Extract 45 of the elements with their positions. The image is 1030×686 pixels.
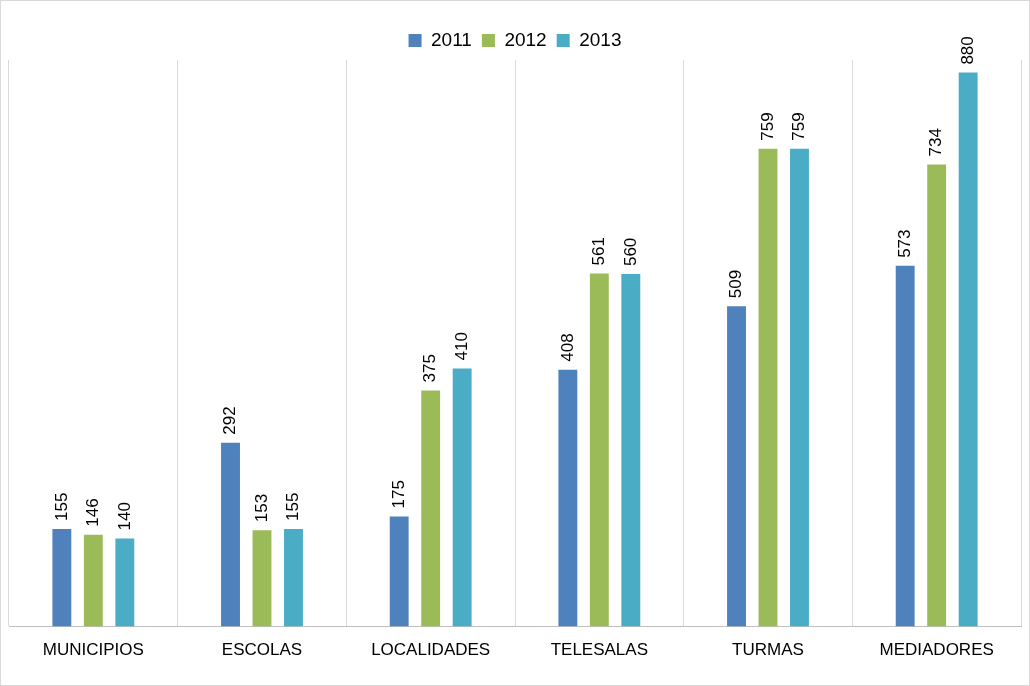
bar [421, 390, 441, 627]
bar [52, 529, 72, 627]
bar [389, 516, 409, 627]
bar [115, 538, 135, 627]
bar [452, 368, 472, 627]
data-label: 560 [620, 237, 640, 267]
bar [284, 529, 303, 627]
bar [727, 306, 746, 627]
data-label: 408 [557, 333, 577, 362]
bar [758, 148, 778, 627]
data-label: 759 [789, 112, 809, 141]
bar [252, 530, 272, 627]
bar [558, 369, 578, 627]
x-tick-label: TELESALAS [550, 640, 648, 660]
data-label: 561 [589, 237, 609, 266]
legend-label: 2012 [504, 28, 547, 50]
data-label: 140 [114, 502, 134, 531]
data-label: 573 [894, 229, 914, 258]
legend-label: 2013 [579, 28, 622, 50]
bar [621, 274, 641, 627]
x-tick-label: ESCOLAS [221, 640, 303, 660]
x-tick-label: MEDIADORES [879, 640, 994, 660]
bar [958, 72, 978, 627]
bar [83, 534, 103, 627]
legend-label: 2011 [431, 28, 472, 50]
x-tick-label: LOCALIDADES [371, 640, 491, 660]
data-label: 175 [388, 480, 408, 509]
bar [927, 164, 947, 627]
data-label: 146 [83, 498, 103, 527]
data-label: 292 [220, 406, 240, 435]
bar [895, 265, 915, 627]
data-label: 155 [283, 492, 303, 522]
data-label: 153 [251, 493, 271, 523]
data-label: 734 [926, 128, 946, 157]
data-label: 375 [420, 354, 440, 383]
data-label: 759 [757, 112, 777, 141]
data-label: 509 [726, 269, 746, 299]
bar [221, 442, 240, 627]
data-label: 880 [957, 36, 977, 65]
bar [589, 273, 609, 627]
x-tick-label: TURMAS [732, 640, 804, 660]
data-label: 155 [51, 492, 71, 522]
x-tick-label: MUNICIPIOS [42, 640, 144, 660]
bar [790, 148, 809, 627]
data-label: 410 [451, 332, 471, 361]
